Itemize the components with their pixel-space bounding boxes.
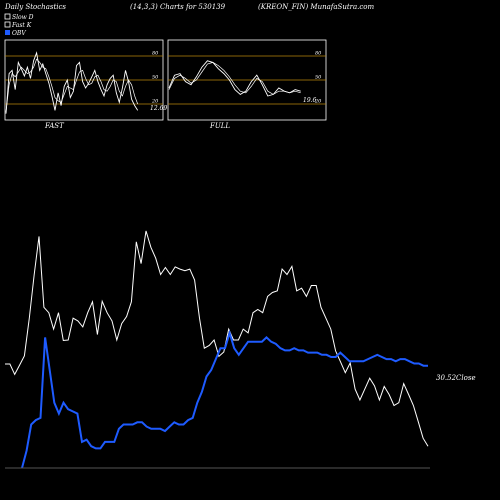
main-price-panel: 30.52Close xyxy=(5,230,476,469)
full-last-value: 19.6 xyxy=(303,97,317,104)
close-last-value: 30.52Close xyxy=(436,374,476,382)
obv-line xyxy=(21,329,428,469)
fast-panel-label: FAST xyxy=(44,122,65,130)
fast-tick-label-80: 80 xyxy=(152,51,159,57)
close-price-line xyxy=(5,230,429,447)
full-series-full-k xyxy=(168,60,301,97)
fast-series-fast-k xyxy=(5,51,139,114)
full-tick-label-20: 20 xyxy=(314,99,322,105)
fast-series-slow-d xyxy=(5,58,139,113)
header-right: (KREON_FIN) MunafaSutra.com xyxy=(258,3,375,11)
legend-swatch-fast-k xyxy=(4,21,11,28)
fast-stochastic-panel: 80 50 20 12.69 FAST xyxy=(4,39,167,130)
full-series-full-d xyxy=(168,62,301,95)
legend-swatch-slow-d xyxy=(4,13,11,20)
legend-label-slow-d: Slow D xyxy=(12,14,34,21)
fast-tick-label-50: 50 xyxy=(152,75,159,81)
full-stochastic-panel: 80 50 20 19.6 FULL xyxy=(167,39,327,130)
header-left: Daily Stochastics xyxy=(4,3,66,11)
header-center: (14,3,3) Charts for 530139 xyxy=(130,3,226,11)
legend-label-obv: OBV xyxy=(12,30,26,37)
full-tick-label-50: 50 xyxy=(315,75,322,81)
legend-swatch-obv xyxy=(5,30,10,35)
fast-tick-label-20: 20 xyxy=(151,99,159,105)
legend: Slow D Fast K OBV xyxy=(4,13,34,37)
full-tick-label-80: 80 xyxy=(315,51,322,57)
legend-label-fast-k: Fast K xyxy=(11,22,32,29)
fast-last-value: 12.69 xyxy=(150,105,167,112)
full-panel-label: FULL xyxy=(209,122,230,130)
